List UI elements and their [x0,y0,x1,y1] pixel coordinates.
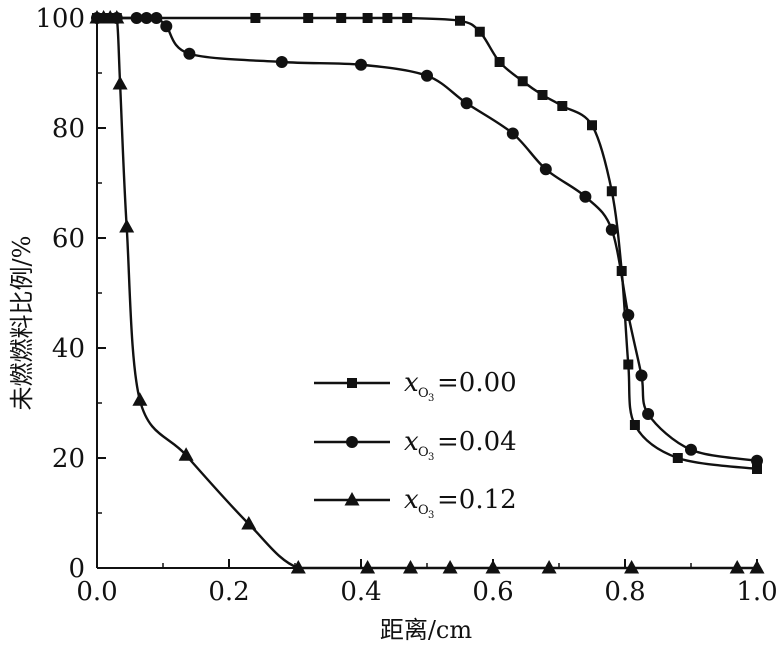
legend-variable: x [404,368,419,398]
series-xo3-004 [91,12,763,467]
data-point [360,560,376,574]
data-point [729,560,745,574]
data-point [624,560,640,574]
data-point [303,13,314,23]
x-tick-label: 0.0 [76,577,117,607]
x-tick-label: 0.6 [472,577,513,607]
legend-value: =0.04 [437,427,517,457]
data-point [362,13,373,23]
data-point [587,120,597,131]
y-axis-title: 未燃燃料比例/% [8,236,36,411]
y-tick-label: 80 [52,114,85,144]
legend-value: =0.12 [437,485,517,515]
x-tick-label: 1.0 [736,577,777,607]
data-point [494,57,505,67]
data-point [382,13,393,23]
data-point [539,163,552,176]
y-tick-label: 0 [68,554,85,584]
legend-subscript: O [418,445,429,460]
data-point [403,560,418,574]
data-point [752,464,762,474]
data-point [685,443,697,456]
legend-subsubscript: 3 [428,452,434,463]
x-axis-title: 距离/cm [380,616,473,644]
legend-variable: x [404,427,419,457]
y-tick-label: 60 [52,224,85,254]
data-point [336,13,347,23]
data-point [557,101,568,111]
y-tick-label: 100 [35,4,85,34]
data-point [622,309,635,321]
data-point [517,76,528,87]
x-tick-label: 0.8 [604,577,645,607]
legend-entry: x O 3=0.12 [314,485,517,521]
data-point [275,56,288,68]
legend-subscript: O [418,386,429,401]
data-point [178,447,194,461]
data-point [506,127,519,140]
axes: 0.0 0.2 0.4 0.6 0.8 1.0 0 20 40 60 80 100 [35,4,777,607]
series-xo3-012 [89,10,765,574]
legend-marker [344,492,360,506]
data-point [485,560,501,574]
y-tick-label: 40 [52,334,85,364]
legend-entry: x O 3=0.04 [314,427,517,463]
data-point [474,26,485,37]
data-point [541,560,557,574]
y-tick-label: 20 [52,444,85,474]
data-point [629,420,640,430]
data-point [109,10,125,24]
data-point [635,369,648,382]
data-point [460,97,473,110]
legend-value: =0.00 [437,368,517,398]
legend-marker [346,436,358,448]
data-point [579,190,592,203]
data-point [132,392,148,406]
data-point [250,13,261,23]
data-point [605,223,618,236]
legend-subscript: O [418,503,429,518]
data-point [160,20,173,33]
series-layer [89,10,765,574]
data-point [421,69,433,82]
data-point [455,15,465,26]
data-point [112,76,128,90]
data-point [749,560,765,574]
data-point [402,13,413,23]
legend-marker [347,378,357,388]
data-point [150,12,163,24]
data-point [623,359,634,370]
legend-variable: x [404,485,419,515]
series-line [97,16,757,570]
data-point [672,453,683,463]
data-point [355,58,367,71]
legend: x O 3=0.00x O 3=0.04x O 3=0.12 [314,368,517,521]
series-line [97,16,758,471]
data-point [537,90,548,100]
data-point [183,47,196,60]
data-point [119,219,135,233]
data-point [130,12,143,24]
data-point [290,560,306,574]
x-tick-label: 0.2 [208,577,249,607]
data-point [241,516,257,530]
data-point [751,454,763,467]
legend-subsubscript: 3 [428,393,434,404]
data-point [606,186,617,197]
data-point [642,408,655,420]
series-xo3-000 [92,13,762,474]
legend-subsubscript: 3 [428,510,434,521]
data-point [140,12,153,24]
x-tick-label: 0.4 [340,577,381,607]
data-point [442,560,458,574]
legend-entry: x O 3=0.00 [314,368,517,404]
